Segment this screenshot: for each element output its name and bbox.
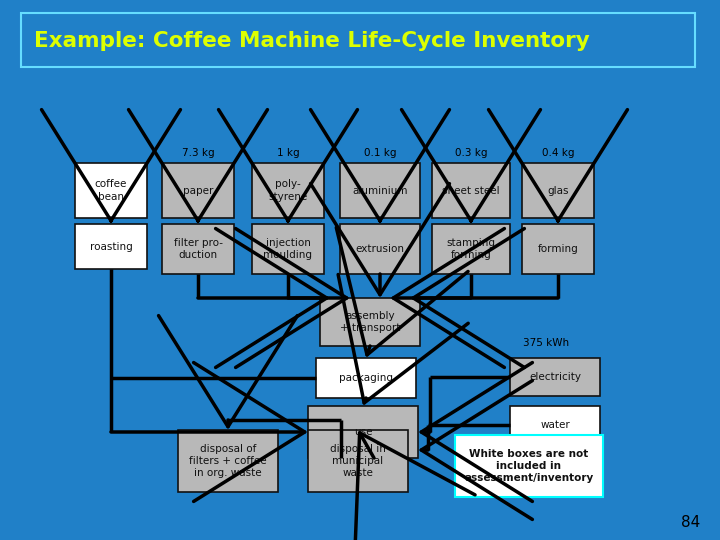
Text: extrusion: extrusion bbox=[356, 244, 405, 254]
Text: 84: 84 bbox=[680, 515, 700, 530]
FancyBboxPatch shape bbox=[320, 298, 420, 346]
FancyBboxPatch shape bbox=[308, 430, 408, 492]
Text: 0.3 kg: 0.3 kg bbox=[455, 148, 487, 158]
FancyBboxPatch shape bbox=[340, 163, 420, 218]
FancyBboxPatch shape bbox=[455, 435, 603, 497]
Text: 0.1 kg: 0.1 kg bbox=[364, 148, 396, 158]
FancyBboxPatch shape bbox=[162, 163, 234, 218]
Text: aluminium: aluminium bbox=[352, 186, 408, 195]
Text: glas: glas bbox=[547, 186, 569, 195]
Text: poly-
styrene: poly- styrene bbox=[269, 179, 307, 202]
Text: electricity: electricity bbox=[529, 372, 581, 382]
Text: roasting: roasting bbox=[89, 241, 132, 252]
FancyBboxPatch shape bbox=[75, 224, 147, 269]
Text: 0.4 kg: 0.4 kg bbox=[541, 148, 575, 158]
FancyBboxPatch shape bbox=[75, 163, 147, 218]
FancyBboxPatch shape bbox=[510, 358, 600, 396]
FancyBboxPatch shape bbox=[340, 224, 420, 274]
Text: packaging: packaging bbox=[339, 373, 393, 383]
FancyBboxPatch shape bbox=[522, 224, 594, 274]
FancyBboxPatch shape bbox=[510, 406, 600, 444]
Text: 7.3 kg: 7.3 kg bbox=[181, 148, 215, 158]
FancyBboxPatch shape bbox=[432, 224, 510, 274]
FancyBboxPatch shape bbox=[21, 13, 695, 67]
Text: stamping
forming: stamping forming bbox=[446, 238, 495, 260]
Text: paper: paper bbox=[183, 186, 213, 195]
Text: White boxes are not
included in
assessment/inventory: White boxes are not included in assessme… bbox=[464, 449, 593, 483]
Text: injection
moulding: injection moulding bbox=[264, 238, 312, 260]
Text: Example: Coffee Machine Life-Cycle Inventory: Example: Coffee Machine Life-Cycle Inven… bbox=[34, 31, 590, 51]
Text: use: use bbox=[354, 427, 372, 437]
FancyBboxPatch shape bbox=[316, 358, 416, 398]
Text: forming: forming bbox=[538, 244, 578, 254]
FancyBboxPatch shape bbox=[432, 163, 510, 218]
Text: assembly
+ transport: assembly + transport bbox=[340, 311, 400, 333]
Text: filter pro-
duction: filter pro- duction bbox=[174, 238, 222, 260]
FancyBboxPatch shape bbox=[252, 224, 324, 274]
FancyBboxPatch shape bbox=[308, 406, 418, 458]
FancyBboxPatch shape bbox=[162, 224, 234, 274]
Text: disposal in
municipal
waste: disposal in municipal waste bbox=[330, 443, 386, 478]
FancyBboxPatch shape bbox=[522, 163, 594, 218]
FancyBboxPatch shape bbox=[252, 163, 324, 218]
FancyBboxPatch shape bbox=[178, 430, 278, 492]
Text: 1 kg: 1 kg bbox=[276, 148, 300, 158]
Text: 375 kWh: 375 kWh bbox=[523, 338, 569, 348]
Text: sheet steel: sheet steel bbox=[442, 186, 500, 195]
Text: coffee
bean: coffee bean bbox=[95, 179, 127, 202]
Text: disposal of
filters + coffee
in org. waste: disposal of filters + coffee in org. was… bbox=[189, 443, 267, 478]
Text: water: water bbox=[540, 420, 570, 430]
